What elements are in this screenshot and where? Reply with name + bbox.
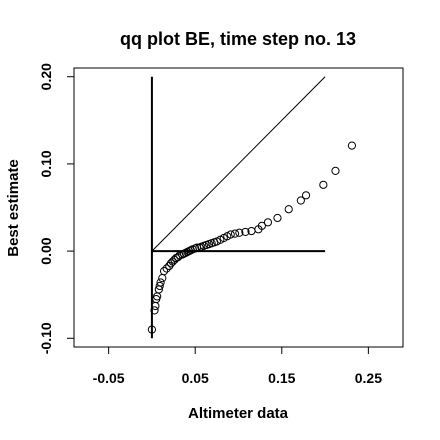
y-tick-label: 0.00 bbox=[38, 237, 54, 264]
data-point bbox=[153, 292, 162, 301]
data-point bbox=[191, 244, 200, 253]
x-tick-label: -0.05 bbox=[93, 370, 125, 386]
data-point bbox=[319, 180, 328, 189]
data-point bbox=[273, 213, 282, 223]
reference-lines bbox=[150, 76, 326, 339]
data-point bbox=[158, 274, 167, 283]
data-point bbox=[162, 264, 171, 273]
data-point bbox=[156, 278, 165, 287]
data-point bbox=[230, 229, 240, 238]
data-point bbox=[301, 191, 311, 200]
x-axis: -0.05 0.05 0.15 0.25 bbox=[93, 346, 382, 386]
x-axis-label: Altimeter data bbox=[188, 405, 289, 422]
y-tick-label: 0.20 bbox=[38, 63, 54, 90]
chart-title: qq plot BE, time step no. 13 bbox=[120, 29, 356, 49]
data-point bbox=[159, 267, 169, 276]
data-points bbox=[147, 141, 357, 334]
data-point bbox=[226, 230, 235, 239]
data-point bbox=[150, 306, 159, 315]
data-point bbox=[284, 205, 293, 214]
data-point bbox=[257, 221, 266, 230]
x-tick-label: 0.25 bbox=[355, 370, 382, 386]
y-axis: -0.10 0.00 0.10 0.20 bbox=[38, 63, 75, 354]
reference-line-identity bbox=[151, 76, 326, 252]
y-tick-label: -0.10 bbox=[38, 322, 54, 354]
data-point bbox=[347, 141, 357, 150]
data-point bbox=[173, 253, 182, 262]
plot-frame bbox=[73, 67, 404, 348]
data-point bbox=[155, 281, 164, 291]
data-point bbox=[147, 325, 157, 334]
y-tick-label: 0.10 bbox=[38, 150, 54, 177]
data-point bbox=[263, 218, 273, 227]
x-tick-label: 0.05 bbox=[182, 370, 209, 386]
data-point bbox=[235, 228, 244, 237]
data-point bbox=[241, 227, 250, 237]
x-tick-label: 0.15 bbox=[268, 370, 295, 386]
data-point bbox=[331, 166, 340, 175]
data-point bbox=[195, 243, 204, 252]
y-axis-label: Best estimate bbox=[5, 159, 22, 257]
data-point bbox=[296, 196, 305, 205]
